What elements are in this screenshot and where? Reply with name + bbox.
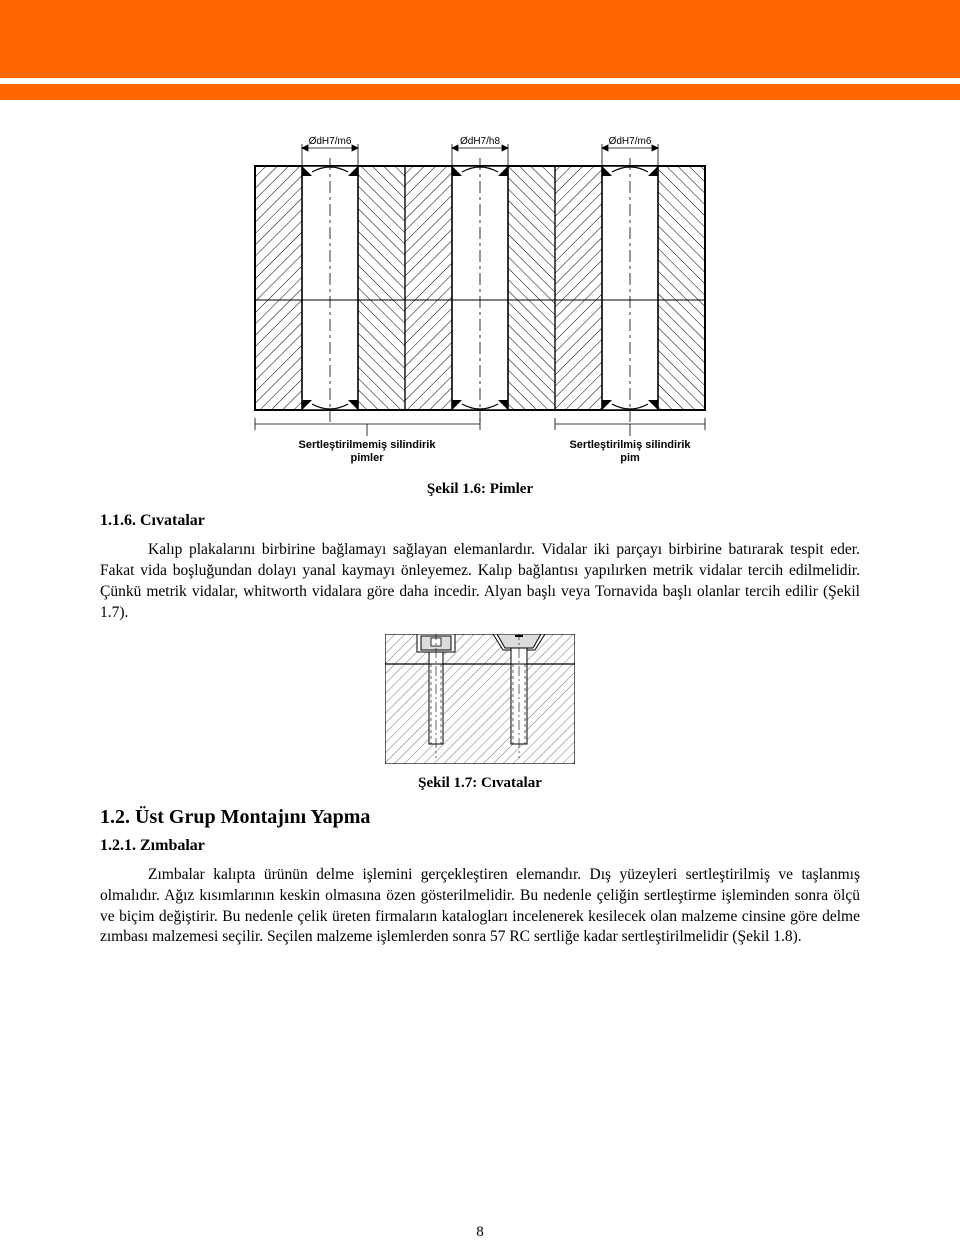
sublabel-left-1: Sertleştirilmemiş silindirik <box>299 439 437 451</box>
figure-pimler: ØdH7/m6 ØdH7/h8 ØdH7/m6 <box>100 130 860 475</box>
caption-fig16: Şekil 1.6: Pimler <box>100 481 860 498</box>
header-gap <box>0 78 960 84</box>
pimler-svg: ØdH7/m6 ØdH7/h8 ØdH7/m6 <box>200 130 760 470</box>
sublabel-right-2: pim <box>620 452 640 464</box>
para-121: Zımbalar kalıpta ürünün delme işlemini g… <box>100 865 860 949</box>
dim-label-3: ØdH7/m6 <box>609 136 652 147</box>
dim-label-1: ØdH7/m6 <box>309 136 352 147</box>
header-band <box>0 0 960 100</box>
heading-12: 1.2. Üst Grup Montajını Yapma <box>100 806 860 829</box>
page-content: ØdH7/m6 ØdH7/h8 ØdH7/m6 <box>0 100 960 998</box>
caption-fig17: Şekil 1.7: Cıvatalar <box>100 775 860 792</box>
heading-121: 1.2.1. Zımbalar <box>100 837 860 855</box>
civatalar-svg <box>385 634 575 764</box>
sublabel-right-1: Sertleştirilmiş silindirik <box>569 439 691 451</box>
figure-civatalar <box>100 634 860 769</box>
para-116: Kalıp plakalarını birbirine bağlamayı sa… <box>100 540 860 624</box>
page-number: 8 <box>0 1224 960 1241</box>
heading-116: 1.1.6. Cıvatalar <box>100 512 860 530</box>
dim-label-2: ØdH7/h8 <box>460 136 500 147</box>
sublabel-left-2: pimler <box>350 452 384 464</box>
